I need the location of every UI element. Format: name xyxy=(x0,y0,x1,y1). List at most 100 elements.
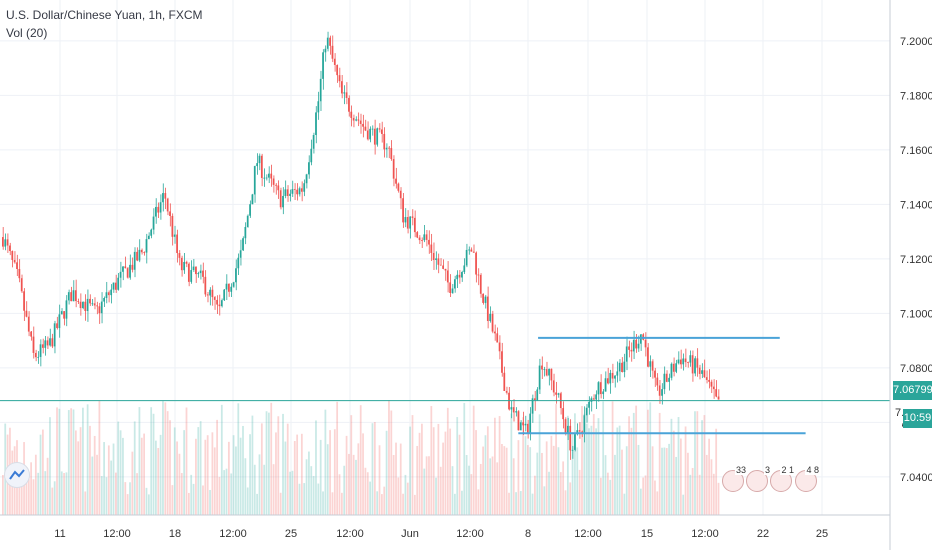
candle-body xyxy=(484,296,487,303)
volume-bar xyxy=(195,438,197,515)
candle-body xyxy=(178,253,181,258)
volume-bar xyxy=(395,442,397,515)
volume-bar xyxy=(583,413,586,515)
volume-bar xyxy=(129,482,131,515)
volume-bar xyxy=(486,426,489,515)
volume-bar xyxy=(237,403,240,515)
volume-bar xyxy=(197,427,200,515)
volume-bar xyxy=(253,464,256,515)
candle-body xyxy=(679,359,682,365)
candle-body xyxy=(618,362,621,372)
volume-bar xyxy=(510,413,513,515)
volume-bar xyxy=(421,423,423,515)
volume-bar xyxy=(665,448,668,515)
candle-body xyxy=(632,339,635,352)
trend-lines xyxy=(0,336,890,435)
x-tick-label: 12:00 xyxy=(574,528,602,540)
y-tick-label: 7.18000 xyxy=(900,90,932,102)
volume-bar xyxy=(461,490,463,515)
candle-body xyxy=(453,279,456,289)
candle-body xyxy=(566,425,569,433)
candle-body xyxy=(614,375,616,379)
volume-bar xyxy=(411,415,414,515)
candle-body xyxy=(543,369,546,370)
volume-bar xyxy=(456,417,459,515)
volume-bar xyxy=(235,446,237,515)
volume-bar xyxy=(541,452,543,515)
volume-bar xyxy=(715,428,718,515)
volume-bar xyxy=(562,461,565,515)
volume-bar xyxy=(166,411,169,515)
economic-event-icon[interactable]: 2 1 xyxy=(770,465,795,492)
candle-body xyxy=(423,234,426,241)
candle-body xyxy=(399,190,402,199)
x-tick-label: 12:00 xyxy=(219,528,247,540)
candle-body xyxy=(392,159,395,179)
candle-body xyxy=(526,423,529,434)
volume-bar xyxy=(501,444,503,515)
candle-body xyxy=(449,282,452,294)
volume-bar xyxy=(199,421,202,515)
volume-bar xyxy=(138,407,141,515)
volume-bar xyxy=(275,432,277,515)
x-tick-label: 11 xyxy=(54,528,65,540)
volume-bar xyxy=(531,493,534,515)
candle-body xyxy=(244,226,247,239)
candle-body xyxy=(489,313,492,322)
volume-bar xyxy=(545,441,548,515)
volume-bar xyxy=(498,416,501,515)
volume-bar xyxy=(484,435,487,515)
x-tick-label: 12:00 xyxy=(336,528,364,540)
candle-body xyxy=(383,133,386,150)
candle-body xyxy=(458,274,461,278)
candle-body xyxy=(49,338,51,346)
volume-bar xyxy=(185,407,188,515)
volume-bar xyxy=(296,434,299,515)
volume-bar xyxy=(503,446,506,515)
volume-bar xyxy=(444,431,447,515)
volume-bar xyxy=(230,473,233,515)
volume-bar xyxy=(595,428,597,515)
volume-bar xyxy=(289,471,291,515)
economic-event-icon[interactable]: 3 xyxy=(746,465,771,492)
volume-bar xyxy=(143,433,145,515)
candle-body xyxy=(373,128,376,145)
candle-body xyxy=(242,238,244,251)
volume-bar xyxy=(618,425,621,515)
last-price-tag: 7.06799 xyxy=(893,381,932,400)
volume-bar xyxy=(147,494,150,515)
candle-body xyxy=(65,300,68,319)
candle-body xyxy=(552,380,555,393)
volume-bar xyxy=(350,415,353,515)
candle-body xyxy=(609,372,612,384)
economic-event-icon[interactable]: 33 xyxy=(722,465,747,492)
volume-bar xyxy=(331,492,334,515)
candle-body xyxy=(195,266,197,275)
volume-bar xyxy=(392,454,395,515)
candle-body xyxy=(220,300,223,307)
candle-body xyxy=(562,408,565,420)
volume-bar xyxy=(642,477,645,515)
tradingview-logo-icon[interactable] xyxy=(4,462,30,488)
candle-body xyxy=(395,178,397,184)
candle-body xyxy=(298,188,301,195)
volume-bar xyxy=(578,469,581,515)
volume-bar xyxy=(453,493,456,515)
candle-body xyxy=(197,273,200,275)
candle-body xyxy=(98,306,101,314)
candle-body xyxy=(20,278,23,292)
volume-bar xyxy=(679,438,682,515)
candle-body xyxy=(6,239,9,246)
volume-bar xyxy=(204,439,207,515)
candle-body xyxy=(157,206,160,213)
volume-bar xyxy=(223,470,226,515)
volume-bar xyxy=(20,466,23,515)
candle-body xyxy=(435,258,437,260)
volume-bar xyxy=(529,447,532,515)
candle-body xyxy=(326,37,329,49)
volume-bar xyxy=(27,476,30,515)
candle-body xyxy=(187,263,190,282)
economic-event-icon[interactable]: 4 8 xyxy=(795,465,820,492)
volume-bar xyxy=(597,418,600,515)
volume-bar xyxy=(463,402,466,515)
